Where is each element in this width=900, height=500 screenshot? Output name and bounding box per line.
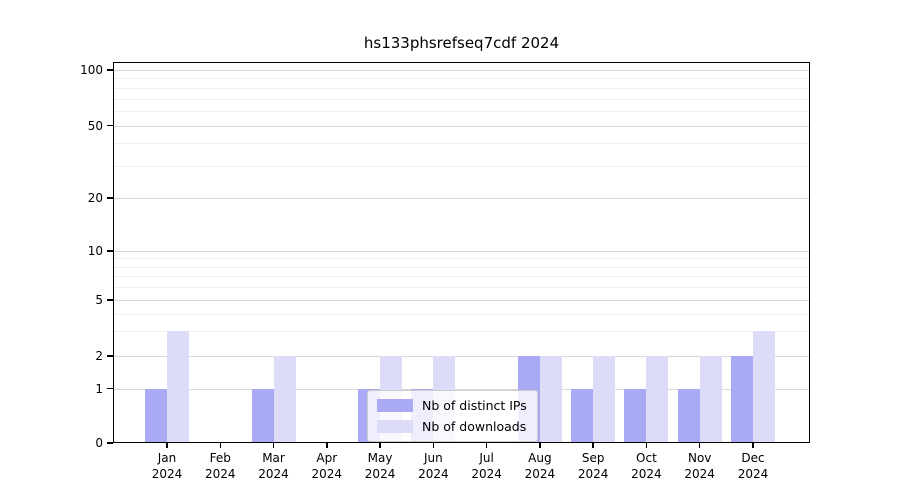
x-tick-mark [219,443,221,448]
x-tick-mark [752,443,754,448]
major-gridline [113,125,810,127]
bar [752,331,775,443]
y-tick-label: 1 [95,381,103,396]
plot-area: Nb of distinct IPs Nb of downloads 0 1 2 5 1… [80,62,810,481]
bar [593,356,616,443]
x-tick-label: Nov 2024 [684,451,715,481]
chart-title: hs133phsrefseq7cdf 2024 [363,34,560,52]
minor-gridline [113,331,810,333]
legend-item-distinct-ips: Nb of distinct IPs [377,398,527,413]
major-gridline [113,356,810,358]
major-gridline [113,388,810,390]
x-tick-mark [432,443,435,448]
legend-swatch-downloads [377,420,413,433]
bar [699,356,722,443]
minor-gridline [113,287,810,289]
y-tick-label: 100 [80,63,103,77]
minor-gridline [113,313,810,315]
major-gridline [113,198,810,200]
x-tick-mark [485,443,488,448]
y-tick-mark [107,250,113,252]
bar [571,388,594,443]
x-tick-mark [326,443,328,448]
x-tick-mark [592,443,594,448]
x-tick-label: Jul 2024 [471,451,502,481]
bar [624,388,647,443]
bar [677,388,700,443]
major-gridline [113,300,810,301]
minor-gridline [113,258,810,260]
minor-gridline [113,266,810,268]
chart-legend: Nb of distinct IPs Nb of downloads [367,390,538,442]
x-tick-mark [699,443,701,448]
legend-label-downloads: Nb of downloads [422,419,527,434]
x-tick-label: Jun 2024 [418,451,449,481]
y-tick-mark [107,197,113,199]
x-tick-mark [166,443,168,448]
major-gridline [113,251,810,252]
x-tick-label: Apr 2024 [311,451,343,481]
bar [145,388,167,443]
y-tick-label: 5 [95,293,103,307]
y-tick-mark [107,442,113,444]
legend-label-distinct-ips: Nb of distinct IPs [422,398,527,413]
x-tick-label: Aug 2024 [524,451,556,481]
y-tick-label: 2 [95,349,103,364]
minor-gridline [113,110,810,112]
y-tick-label: 10 [87,244,103,258]
x-tick-label: May 2024 [364,451,396,481]
bar [167,331,189,443]
legend-item-downloads: Nb of downloads [377,419,527,434]
bar [646,356,669,443]
x-tick-mark [379,443,381,448]
x-tick-label: Dec 2024 [737,451,769,481]
x-tick-mark [272,443,275,448]
x-tick-label: Sep 2024 [577,451,609,481]
bar [539,356,562,443]
x-tick-label: Jan 2024 [151,451,183,481]
x-tick-label: Feb 2024 [204,451,236,481]
y-tick-mark [107,387,113,390]
legend-swatch-distinct-ips [377,399,413,412]
x-tick-mark [645,443,648,448]
y-tick-mark [107,355,113,357]
minor-gridline [113,165,810,167]
minor-gridline [113,87,810,89]
y-tick-mark [107,69,113,71]
minor-gridline [113,78,810,80]
minor-gridline [113,276,810,278]
x-tick-mark [539,443,541,448]
bar [730,356,753,443]
major-gridline [113,70,810,71]
bar [251,388,274,443]
y-tick-label: 20 [87,191,103,206]
y-tick-label: 0 [95,436,103,450]
y-tick-mark [107,124,113,127]
minor-gridline [113,98,810,100]
y-tick-label: 50 [87,118,103,133]
bar [273,356,296,443]
minor-gridline [113,143,810,145]
x-tick-label: Oct 2024 [631,451,662,481]
x-tick-label: Mar 2024 [258,451,289,481]
y-tick-mark [107,299,113,301]
